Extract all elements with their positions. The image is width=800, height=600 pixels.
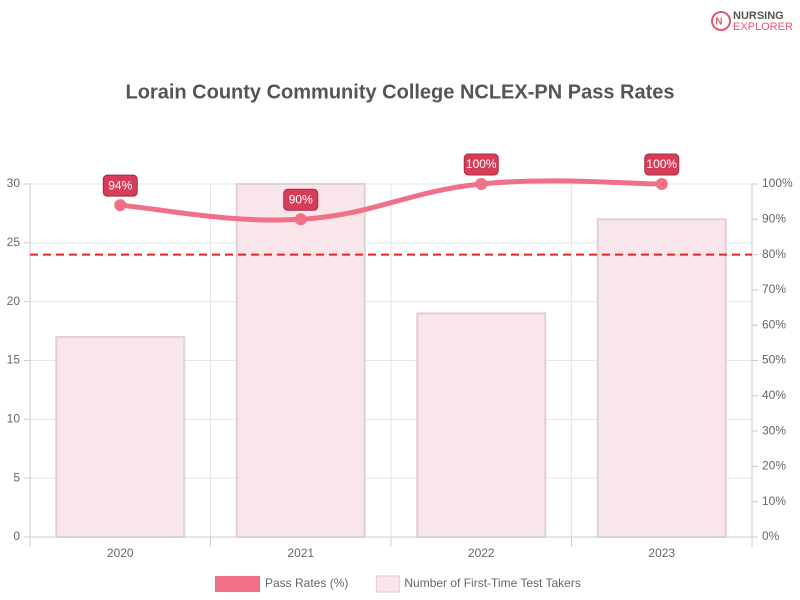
y2-tick-label: 30%	[762, 423, 786, 437]
bar	[235, 183, 366, 538]
bar	[416, 312, 547, 538]
x-tick-label: 2022	[468, 546, 495, 560]
point	[114, 199, 127, 212]
legend-label: Number of First-Time Test Takers	[404, 576, 580, 590]
bar	[596, 218, 727, 539]
y2-tick-label: 20%	[762, 459, 786, 473]
y-tick-label: 15	[7, 353, 21, 367]
y-tick-label: 20	[7, 294, 21, 308]
logo-icon-text: N	[715, 17, 722, 28]
value-label-box	[283, 188, 319, 211]
logo-text: NURSING	[733, 10, 784, 22]
point	[655, 178, 668, 190]
value-label: 100%	[466, 157, 497, 171]
value-label-box	[463, 153, 499, 176]
value-label: 94%	[108, 178, 132, 192]
logo-icon	[711, 11, 731, 31]
value-label: 90%	[289, 192, 313, 206]
legend-swatch	[375, 575, 400, 593]
point	[475, 178, 488, 190]
y2-tick-label: 0%	[762, 529, 780, 543]
y2-tick-label: 60%	[762, 317, 786, 331]
y-tick-label: 10	[7, 412, 21, 426]
value-label: 100%	[646, 157, 677, 171]
line	[120, 178, 662, 223]
y2-tick-label: 90%	[762, 211, 786, 225]
y2-tick-label: 100%	[762, 176, 793, 190]
y2-tick-label: 40%	[762, 388, 786, 402]
point	[294, 213, 307, 226]
x-tick-label: 2021	[287, 546, 314, 560]
logo: N NURSING EXPLORER	[711, 10, 793, 33]
y-tick-label: 30	[7, 176, 21, 190]
legend-swatch	[215, 576, 260, 592]
bar	[55, 335, 186, 539]
y2-tick-label: 80%	[762, 247, 786, 261]
legend-label: Pass Rates (%)	[265, 576, 348, 590]
value-label-box	[102, 174, 138, 197]
y-tick-label: 25	[7, 235, 21, 249]
x-tick-label: 2020	[107, 546, 134, 560]
y2-tick-label: 10%	[762, 494, 786, 508]
y2-tick-label: 70%	[762, 282, 786, 296]
value-label-box	[644, 153, 680, 176]
y-tick-label: 0	[13, 529, 20, 543]
chart-title: Lorain County Community College NCLEX-PN…	[126, 81, 675, 103]
y-tick-label: 5	[13, 470, 20, 484]
y2-tick-label: 50%	[762, 353, 786, 367]
x-tick-label: 2023	[648, 546, 675, 560]
logo-text: EXPLORER	[733, 21, 793, 33]
